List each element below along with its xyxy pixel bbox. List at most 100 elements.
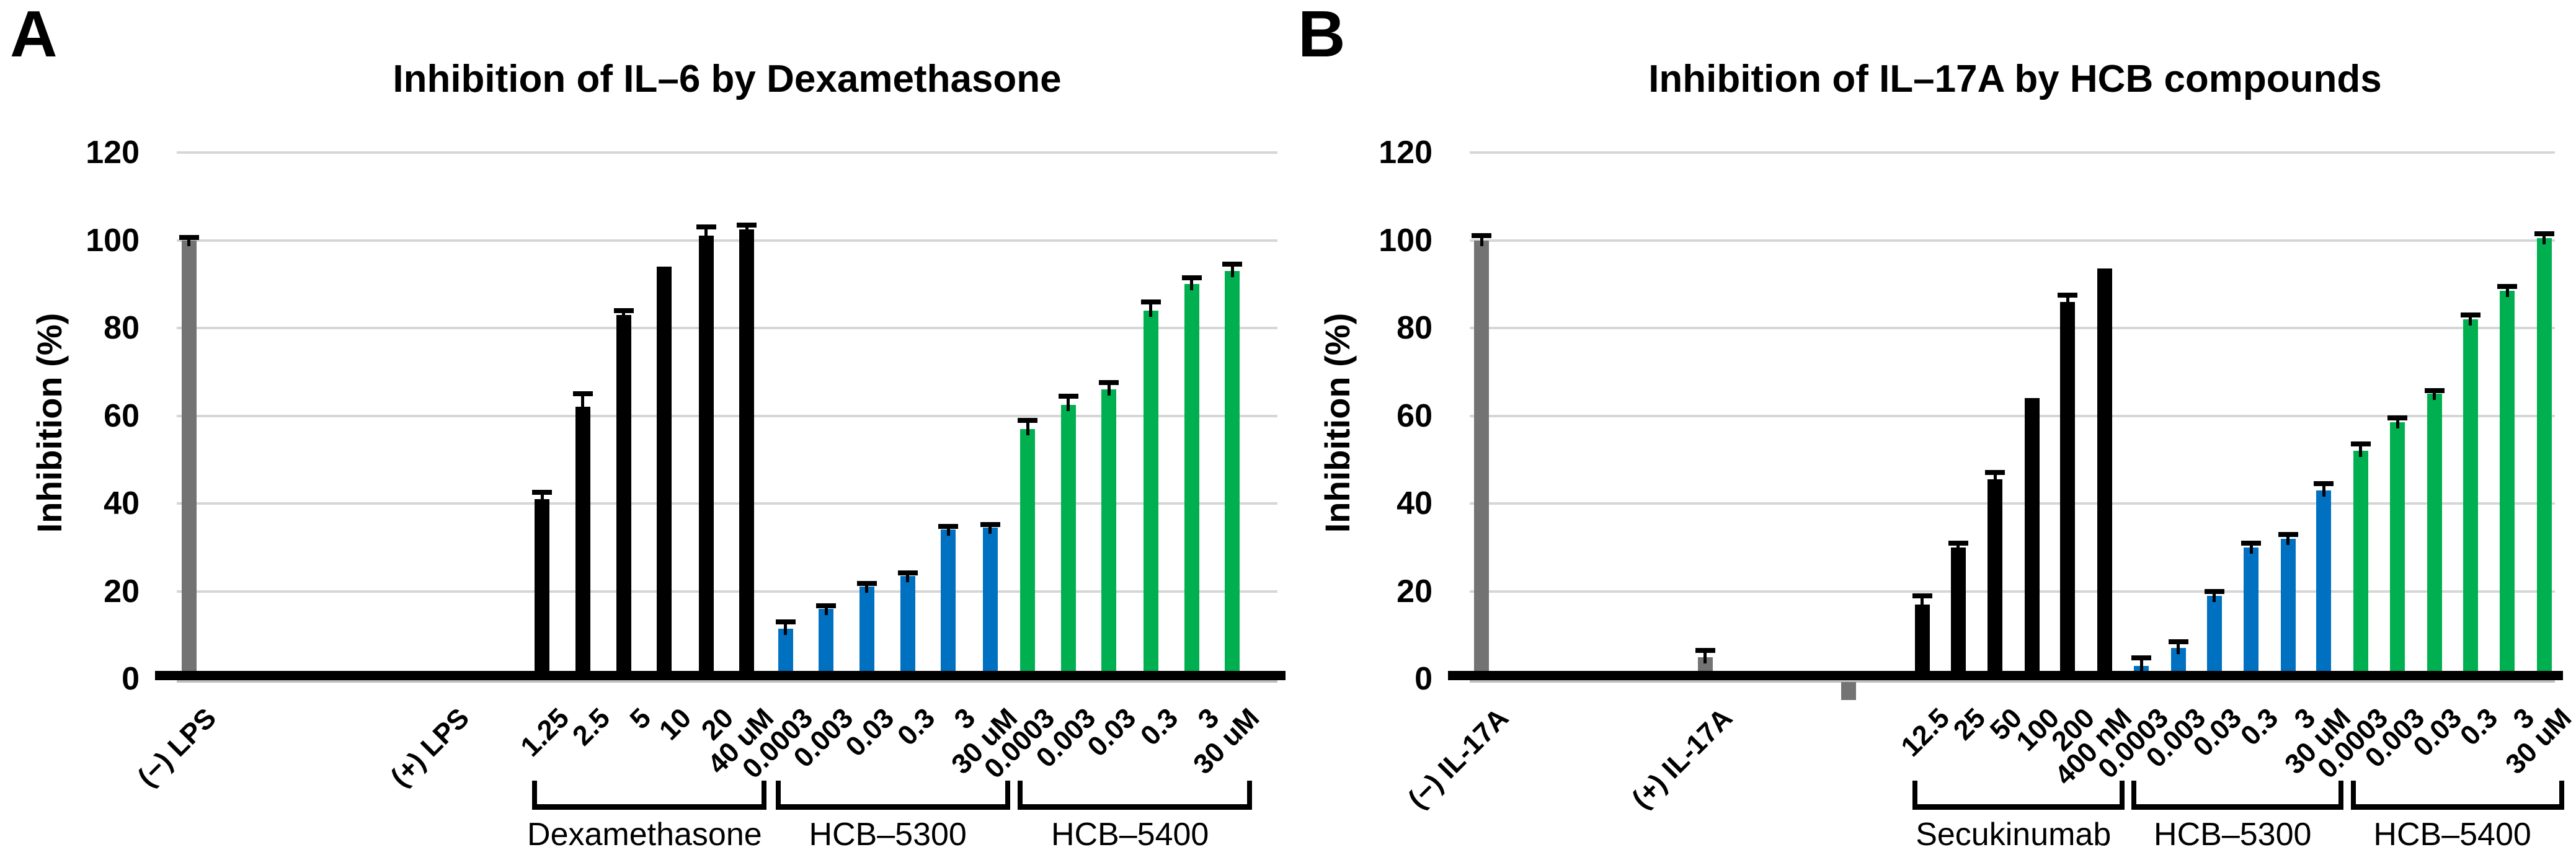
error-bar-cap: [2424, 388, 2445, 394]
error-bar-stem: [988, 524, 992, 534]
group-bracket: [532, 781, 767, 810]
y-tick-label: 0: [1415, 661, 1432, 697]
y-tick-label: 100: [86, 222, 140, 259]
bar: [1841, 682, 1856, 701]
panel-a: A Inhibition of IL–6 by Dexamethasone In…: [10, 0, 1286, 853]
y-tick-label: 40: [1397, 485, 1432, 521]
error-bar-cap: [856, 581, 877, 587]
error-bar-stem: [2433, 391, 2436, 401]
gridline-y20: [1470, 590, 2555, 593]
error-bar-stem: [1026, 420, 1029, 435]
error-bar-stem: [540, 492, 544, 505]
panel-b-title: Inhibition of IL–17A by HCB compounds: [1648, 58, 2382, 100]
x-axis-line: [1448, 671, 2563, 680]
group-label: Secukinumab: [1916, 817, 2112, 853]
bar: [2353, 451, 2368, 680]
error-bar-stem: [2213, 591, 2216, 602]
x-tick-label-text: 2.5: [566, 701, 616, 752]
error-bar-stem: [745, 224, 748, 236]
panel-a-letter: A: [10, 0, 58, 71]
error-bar-cap: [1695, 648, 1715, 653]
x-tick-label-text: 0.03: [839, 701, 900, 763]
error-bar-stem: [1230, 264, 1234, 278]
error-bar-stem: [2066, 295, 2069, 308]
error-bar-cap: [1472, 233, 1492, 239]
error-bar-cap: [2350, 441, 2371, 447]
y-tick-label: 60: [1397, 397, 1432, 434]
panel-b: B Inhibition of IL–17A by HCB compounds …: [1288, 0, 2576, 860]
bar: [2060, 301, 2076, 680]
error-bar-stem: [1703, 650, 1707, 663]
bar: [1474, 240, 1490, 680]
error-bar-stem: [2505, 286, 2509, 297]
error-bar-stem: [704, 227, 708, 242]
bar: [859, 587, 874, 680]
error-bar-stem: [1107, 383, 1111, 396]
error-bar-stem: [2359, 444, 2363, 458]
error-bar-cap: [1912, 593, 1932, 598]
group-bracket: [2131, 781, 2344, 810]
bar: [616, 314, 631, 680]
bar: [657, 266, 672, 680]
error-bar-stem: [2139, 658, 2143, 672]
x-tick-label-text: 12.5: [1894, 701, 1955, 763]
group-bracket: [1018, 781, 1253, 810]
error-bar-cap: [897, 570, 918, 575]
panel-a-title: Inhibition of IL–6 by Dexamethasone: [393, 58, 1062, 100]
y-tick-label: 120: [1379, 135, 1432, 171]
error-bar-cap: [1948, 540, 1968, 546]
group-label: HCB–5300: [2154, 817, 2312, 853]
error-bar-stem: [2396, 418, 2399, 429]
bar: [2390, 422, 2405, 680]
x-tick-label-text: (−) LPS: [131, 701, 222, 793]
gridline-y60: [1470, 414, 2555, 417]
error-bar-stem: [1480, 236, 1483, 247]
bar: [2280, 538, 2296, 680]
y-tick-label: 120: [86, 135, 140, 171]
bar: [2427, 394, 2442, 680]
gridline-y20: [177, 590, 1277, 593]
bar: [941, 530, 956, 680]
error-bar-cap: [1099, 380, 1119, 386]
error-bar-cap: [1140, 299, 1161, 304]
bar: [1914, 604, 1930, 680]
gridline-y0: [1470, 680, 2555, 683]
bar: [1060, 404, 1076, 680]
error-bar-stem: [2249, 543, 2253, 554]
error-bar-cap: [2387, 415, 2408, 421]
error-bar-cap: [2497, 283, 2517, 289]
bar: [181, 240, 197, 680]
group-bracket: [775, 781, 1010, 810]
error-bar-cap: [2460, 312, 2481, 317]
group-label: HCB–5300: [809, 817, 967, 853]
gridline-y120: [177, 151, 1277, 154]
error-bar-stem: [1993, 472, 1997, 486]
error-bar-cap: [2204, 588, 2224, 594]
error-bar-cap: [1058, 393, 1078, 399]
error-bar-cap: [2058, 292, 2078, 298]
error-bar-cap: [179, 234, 199, 240]
x-axis-line: [155, 671, 1286, 680]
gridline-y80: [1470, 327, 2555, 329]
error-bar-stem: [2286, 534, 2290, 545]
error-bar-stem: [581, 394, 585, 414]
group-label: Dexamethasone: [527, 817, 762, 853]
y-tick-label: 0: [122, 661, 140, 697]
error-bar-cap: [2534, 231, 2554, 236]
error-bar-stem: [946, 526, 950, 536]
bar: [1225, 271, 1240, 680]
x-tick-label-text: 0.3: [890, 701, 941, 752]
error-bar-stem: [2322, 484, 2325, 497]
x-tick-label-text: 0.03: [1081, 701, 1142, 763]
error-bar-stem: [906, 572, 910, 582]
error-bar-cap: [2131, 655, 2152, 661]
error-bar-cap: [775, 619, 796, 625]
error-bar-stem: [2543, 233, 2546, 244]
x-tick-label-text: (−) IL-17A: [1401, 701, 1515, 815]
error-bar-cap: [2168, 639, 2188, 644]
bar: [2206, 595, 2222, 680]
bar: [2097, 268, 2112, 680]
bar: [1143, 310, 1158, 680]
bar: [2463, 319, 2478, 680]
